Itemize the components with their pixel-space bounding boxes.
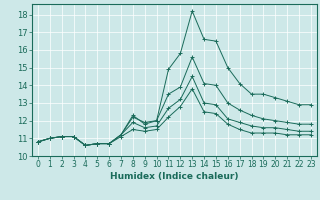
X-axis label: Humidex (Indice chaleur): Humidex (Indice chaleur) xyxy=(110,172,239,181)
